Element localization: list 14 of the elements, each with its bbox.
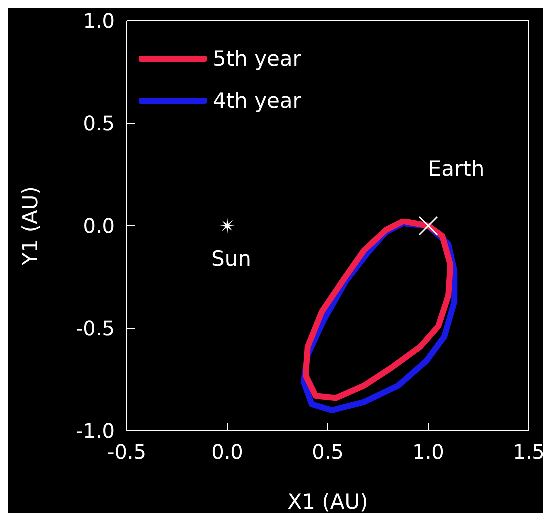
x-tick-label: 0.0: [212, 440, 244, 464]
y-tick-label: 0.0: [83, 214, 115, 238]
x-tick-label: 1.5: [513, 440, 545, 464]
legend-label: 5th year: [213, 47, 302, 71]
x-axis-title: X1 (AU): [288, 490, 368, 514]
annotation: Sun: [212, 247, 252, 271]
x-tick-label: 1.0: [412, 440, 444, 464]
y-tick-label: -0.5: [76, 316, 115, 341]
y-axis-title: Y1 (AU): [18, 186, 42, 266]
y-tick-label: 0.5: [83, 112, 115, 136]
legend-label: 4th year: [213, 89, 302, 113]
annotation: Earth: [428, 157, 485, 181]
x-tick-label: 0.5: [312, 440, 344, 464]
y-tick-label: 1.0: [83, 9, 115, 34]
